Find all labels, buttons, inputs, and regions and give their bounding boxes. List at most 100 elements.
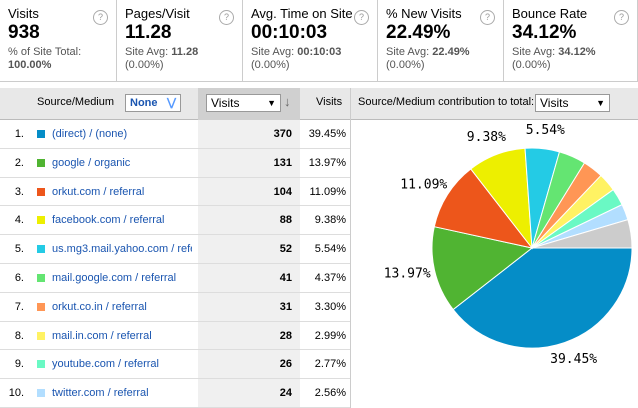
percent: 13.97% — [308, 156, 346, 169]
source-link[interactable]: (direct) / (none) — [52, 128, 128, 140]
metric-value: 11.28 — [125, 22, 172, 43]
legend-swatch — [37, 389, 45, 398]
metric-value: 34.12% — [512, 22, 577, 43]
slice-label: 5.54% — [526, 123, 565, 138]
source-link[interactable]: google / organic — [52, 156, 131, 169]
source-link[interactable]: mail.google.com / referral — [52, 272, 177, 284]
row-rank: 3. — [14, 185, 24, 198]
row-rank: 7. — [14, 300, 24, 313]
note-value: 100.00% — [8, 59, 52, 71]
legend-swatch — [37, 245, 45, 254]
row-rank: 2. — [14, 156, 24, 169]
row-rank: 1. — [14, 128, 24, 140]
help-icon[interactable]: ? — [219, 10, 234, 25]
row-divider — [0, 349, 350, 351]
percent: 39.45% — [308, 128, 346, 140]
source-link[interactable]: facebook.com / referral — [52, 214, 165, 227]
metric-box: ? Visits 938 % of Site Total: 100.00% — [0, 0, 117, 82]
row-rank: 4. — [14, 214, 24, 227]
percent: 3.30% — [314, 300, 346, 313]
sort-label: Visits — [211, 96, 240, 110]
legend-swatch — [37, 331, 45, 340]
pie-metric-label: Visits — [540, 96, 569, 110]
visits: 24 — [279, 387, 292, 400]
secondary-dimension[interactable]: None ⋁ — [125, 94, 181, 112]
visits: 28 — [279, 329, 292, 342]
row-divider — [0, 378, 350, 380]
metric-value: 938 — [8, 22, 40, 43]
legend-swatch — [37, 216, 45, 225]
pie-metric-select[interactable]: Visits ▼ — [535, 94, 610, 112]
row-divider — [0, 320, 350, 322]
visits: 31 — [279, 300, 292, 313]
source-link[interactable]: twitter.com / referral — [52, 387, 149, 400]
visits: 41 — [279, 272, 292, 284]
percent: 2.99% — [314, 329, 346, 342]
legend-swatch — [37, 130, 45, 138]
percent: 2.77% — [314, 358, 346, 371]
note-value: 11.28 — [171, 46, 199, 58]
slice-label: 13.97% — [384, 267, 431, 282]
note-value: 00:10:03 — [297, 46, 342, 58]
sort-arrow[interactable]: ↓ — [284, 94, 291, 109]
metric-header: Visits — [316, 96, 343, 108]
row-divider — [0, 147, 350, 149]
source-link[interactable]: youtube.com / referral — [52, 358, 159, 371]
row-rank: 6. — [14, 272, 24, 284]
source-link[interactable]: us.mg3.mail.yahoo.com / refe — [52, 243, 192, 256]
help-icon[interactable]: ? — [480, 10, 495, 25]
pie-slice — [431, 226, 534, 311]
source-link[interactable]: orkut.co.in / referral — [52, 300, 147, 313]
metric-note: % of Site Total: — [8, 46, 108, 59]
row-divider — [0, 234, 350, 236]
slice-label: 11.09% — [400, 177, 447, 192]
note-value: 34.12% — [558, 46, 596, 58]
help-icon[interactable]: ? — [354, 10, 369, 25]
row-rank: 9. — [14, 358, 24, 371]
dimension-header: Source/Medium — [37, 96, 115, 108]
metric-box: ? Avg. Time on Site 00:10:03 Site Avg: 00:1… — [243, 0, 378, 82]
metric-note: Site Avg: 22.49% — [386, 46, 495, 59]
source-link[interactable]: orkut.com / referral — [52, 185, 145, 198]
row-rank: 8. — [14, 329, 24, 342]
visits: 88 — [279, 214, 292, 227]
metric-change: (0.00%) — [386, 59, 425, 71]
note-text: Site Avg: — [125, 46, 169, 58]
slice-label: 39.45% — [550, 352, 597, 367]
metric-box: ?% New Visits 22.49% Site Avg: 22.49% (0.00… — [378, 0, 504, 82]
row-divider — [0, 176, 350, 178]
pie-slice — [433, 168, 534, 249]
metric-label: Visits — [8, 6, 39, 21]
slice-label: 9.38% — [467, 130, 506, 145]
percent: 9.38% — [314, 214, 346, 227]
row-rank: 10. — [8, 387, 24, 400]
table-header — [0, 88, 638, 120]
legend-swatch — [37, 158, 45, 167]
metric-label: Pages/Visit — [125, 6, 190, 21]
sort-select[interactable]: Visits ▼ — [206, 94, 281, 112]
source-link[interactable]: mail.in.com / referral — [52, 329, 152, 342]
metric-change: (0.00%) — [125, 59, 164, 71]
pie-header: Source/Medium contribution to total: — [358, 96, 535, 108]
visits: 52 — [279, 243, 292, 256]
percent: 4.37% — [314, 272, 346, 284]
metric-label: Avg. Time on Site — [251, 6, 353, 21]
metric-change: (0.00%) — [512, 59, 551, 71]
pie-slice — [531, 218, 633, 249]
help-icon[interactable]: ? — [93, 10, 108, 25]
percent: 5.54% — [314, 243, 346, 256]
metric-label: Bounce Rate — [512, 6, 588, 21]
note-text: % of Site Total: — [8, 46, 82, 58]
help-icon[interactable]: ? — [614, 10, 629, 25]
visits: 370 — [273, 128, 292, 140]
visits: 104 — [273, 185, 292, 198]
metric-label: % New Visits — [386, 6, 462, 21]
legend-swatch — [37, 274, 45, 282]
percent: 11.09% — [309, 185, 347, 198]
metric-box: ? Pages/Visit 11.28 Site Avg: 11.28 (0.00%) — [117, 0, 243, 82]
pie-slice — [452, 247, 633, 349]
metric-note: Site Avg: 34.12% — [512, 46, 629, 59]
sort-column — [198, 120, 300, 408]
